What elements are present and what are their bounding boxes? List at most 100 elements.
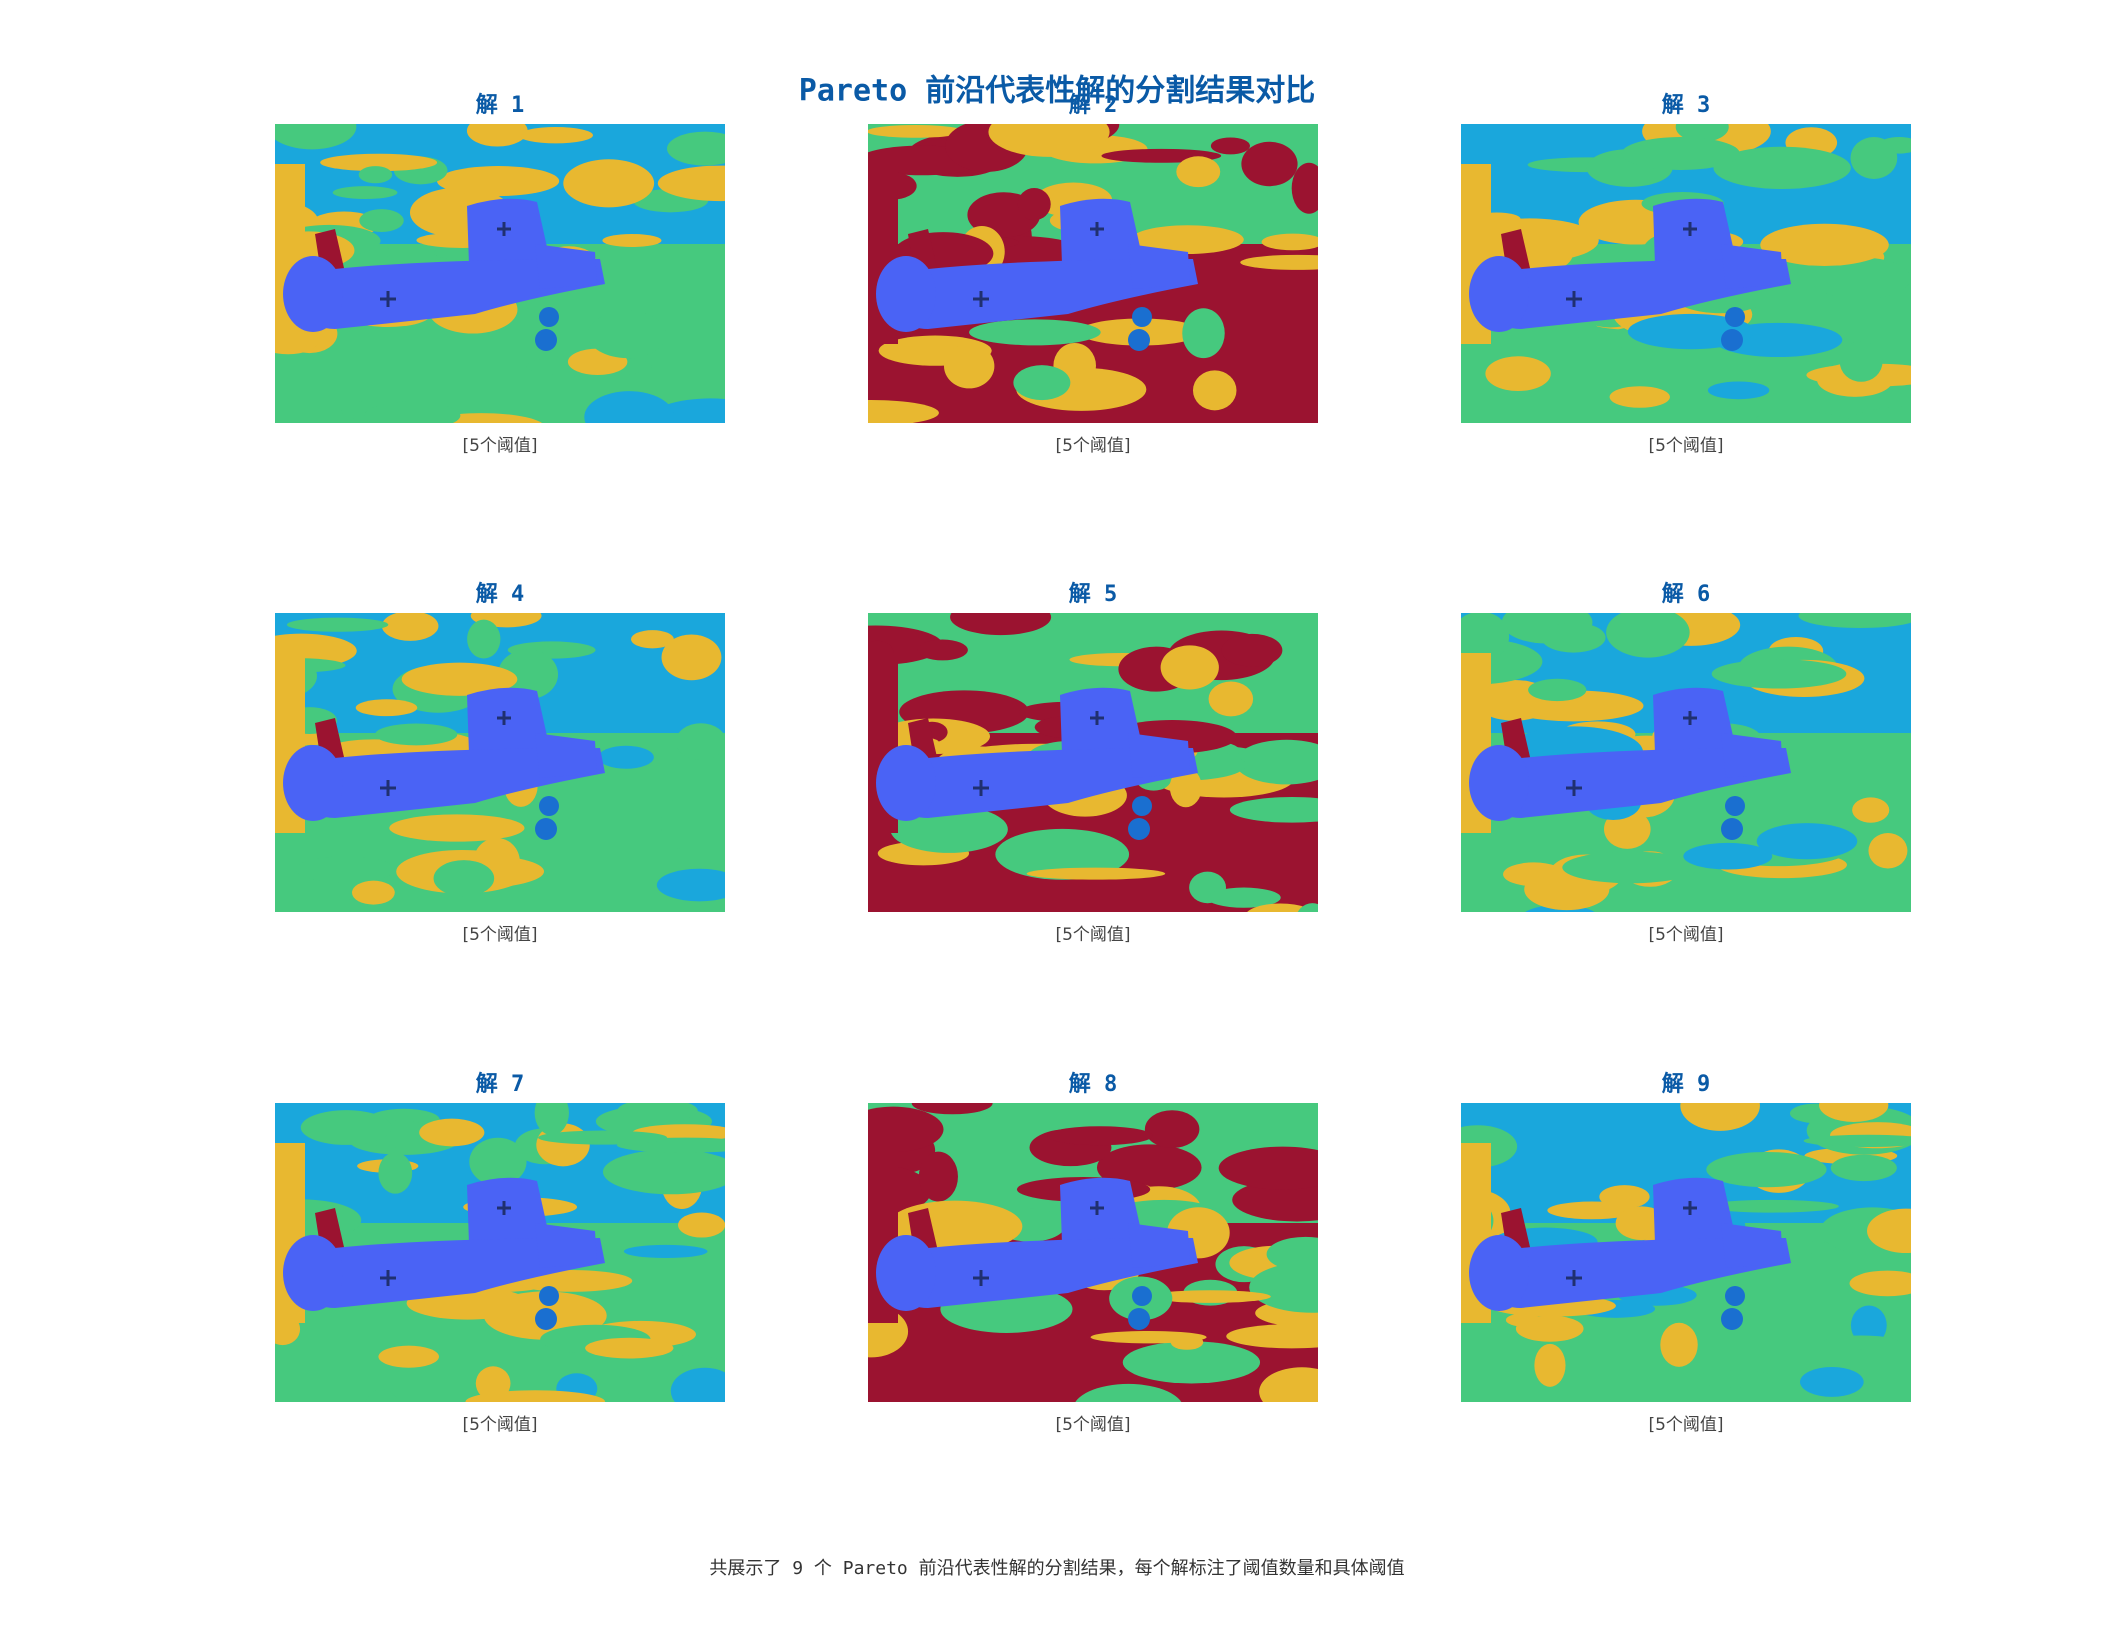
region [587,310,667,359]
region [630,630,674,649]
segmentation-image [275,613,725,912]
region [1297,903,1318,912]
plane-tail [283,256,343,332]
plane-wheel [1128,329,1150,351]
region [359,209,404,233]
region [1247,903,1314,912]
plane-tail [876,1235,936,1311]
plane-wheel [1725,796,1745,816]
plane-wheel [1725,1286,1745,1306]
region [1850,1305,1887,1346]
plane-fuselage [1481,748,1791,818]
region [868,1106,944,1153]
plane-cross [380,711,511,796]
region [1503,862,1565,887]
region [1515,1315,1584,1342]
plane-wheel [1721,329,1743,351]
region [1711,659,1847,689]
panel-caption: [5个阈值] [462,1415,537,1435]
plane-engine [535,733,597,778]
region [598,745,654,769]
region [332,186,398,200]
region [917,639,968,661]
region [1819,1103,1889,1122]
region [656,868,725,902]
region [1149,1290,1271,1303]
region [995,828,1130,880]
region [538,1130,668,1145]
region [1206,887,1281,908]
region [1528,678,1587,702]
region [1210,137,1251,155]
region [1706,1151,1827,1188]
plane-tail [876,745,936,821]
region [401,662,518,696]
region [1798,613,1911,629]
region [389,814,525,842]
plane-wheel [1132,1286,1152,1306]
region [1291,162,1318,214]
region [1621,137,1740,170]
region [378,1152,413,1194]
region [602,1149,725,1195]
region [1169,767,1202,808]
region [378,1345,440,1368]
plane-engine [1128,244,1190,289]
region [534,1103,569,1136]
segmentation-image [868,1103,1318,1402]
region [585,1337,674,1359]
region [667,131,725,166]
region [602,234,662,248]
region [1803,1134,1911,1147]
region [419,1118,485,1147]
panel-title: 解 6 [1662,581,1711,607]
region [988,124,1110,157]
region [623,1244,708,1259]
region [1704,1199,1839,1213]
region [1609,386,1670,408]
region [1839,341,1883,382]
region [1541,622,1606,653]
region [1680,1103,1760,1131]
segmentation-image [868,124,1318,423]
region [1606,613,1690,658]
region [1075,1383,1182,1402]
panel-title: 解 4 [476,581,525,607]
region [1599,1185,1650,1209]
plane-wheel [535,1308,557,1330]
region [365,1388,399,1402]
region [563,159,655,208]
region [1176,156,1221,188]
region [466,124,528,147]
region [433,860,495,897]
region [1240,254,1318,270]
region [1090,1330,1207,1344]
region [1660,1322,1698,1367]
region [1017,188,1051,221]
plane-cross [973,711,1104,796]
plane-tail [1469,256,1529,332]
plane-wheel [1132,307,1152,327]
region [950,613,1052,636]
plane-engine [1721,733,1783,778]
panel-title: 解 9 [1662,1071,1711,1097]
region [890,805,1008,853]
region [1760,223,1889,266]
plane-wheel [1128,1308,1150,1330]
region [617,1103,698,1123]
footer-note: 共展示了 9 个 Pareto 前沿代表性解的分割结果，每个解标注了阈值数量和具… [709,1558,1404,1579]
panel-caption: [5个阈值] [1055,925,1130,945]
plane-fuselage [295,259,605,329]
plane-wheel [1721,818,1743,840]
plane-wheel [539,307,559,327]
region [275,124,357,150]
panel-title: 解 5 [1069,581,1118,607]
segmentation-image [1461,613,1911,912]
region [1867,1208,1911,1254]
region [469,1137,527,1186]
region [1182,308,1225,359]
plane-wheel [1725,307,1745,327]
region [670,1367,725,1402]
region [286,617,389,632]
